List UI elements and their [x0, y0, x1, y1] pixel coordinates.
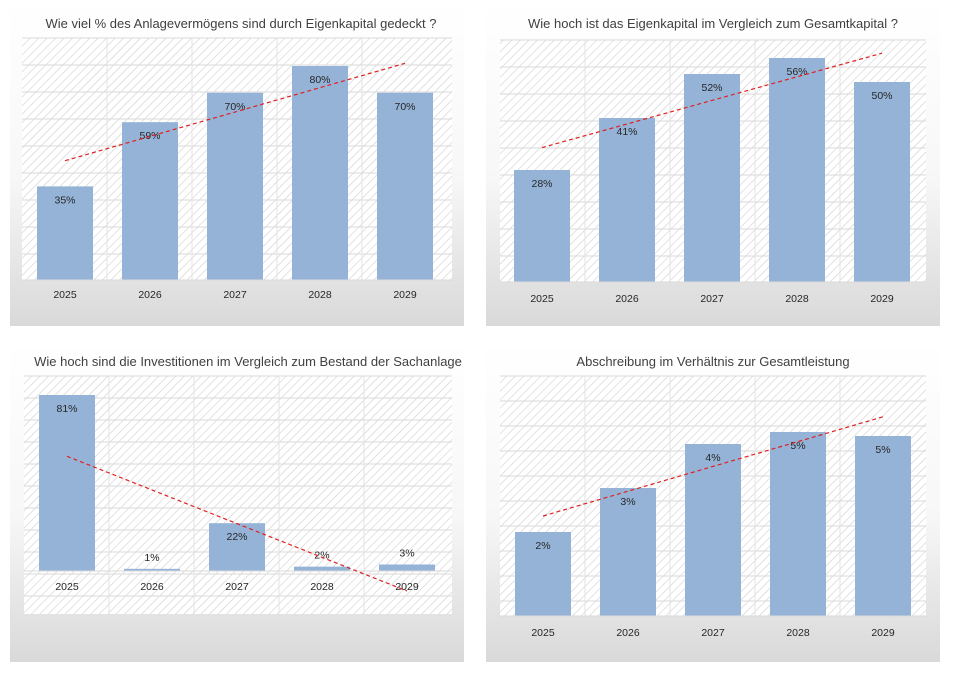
data-label: 35% [54, 194, 75, 206]
chart-panel-4: Abschreibung im Verhältnis zur Gesamtlei… [486, 340, 940, 662]
trendline [66, 455, 408, 592]
x-tick-label: 2028 [310, 581, 334, 593]
x-tick-label: 2027 [701, 627, 725, 639]
x-tick-label: 2029 [870, 293, 894, 305]
bar-2029 [854, 82, 910, 282]
data-label: 3% [399, 547, 414, 559]
bar-2029 [377, 92, 433, 280]
bar-2027 [685, 444, 741, 616]
data-label: 28% [531, 178, 552, 190]
x-tick-label: 2026 [615, 293, 639, 305]
bar-2029 [855, 436, 911, 616]
trendline [64, 62, 406, 162]
data-label: 56% [786, 66, 807, 78]
bar-2025 [514, 170, 570, 282]
bar-2027 [684, 74, 740, 282]
x-tick-label: 2027 [225, 581, 249, 593]
data-label: 41% [616, 126, 637, 138]
bar-2028 [769, 58, 825, 282]
chart-title: Wie viel % des Anlagevermögens sind durc… [46, 16, 437, 31]
x-tick-label: 2025 [53, 289, 77, 301]
data-label: 80% [309, 74, 330, 86]
bar-2026 [124, 568, 180, 571]
x-tick-label: 2029 [393, 289, 417, 301]
chart-panel-3: Wie hoch sind die Investitionen im Vergl… [10, 340, 464, 662]
x-tick-label: 2025 [530, 293, 554, 305]
bar-2025 [37, 186, 93, 280]
bar-2026 [122, 122, 178, 280]
bar-2028 [770, 432, 826, 616]
x-tick-label: 2026 [140, 581, 164, 593]
data-label: 1% [144, 552, 159, 564]
plot-4: 2% 2025 3% 2026 4% 2027 5% 2028 5% 2029 [500, 375, 926, 639]
data-label: 52% [701, 82, 722, 94]
bar-2028 [292, 66, 348, 280]
data-label: 59% [139, 130, 160, 142]
bar-2027 [209, 523, 265, 571]
data-label: 5% [790, 440, 805, 452]
x-tick-label: 2027 [223, 289, 247, 301]
chart-panel-2: Wie hoch ist das Eigenkapital im Verglei… [486, 0, 940, 326]
x-tick-label: 2029 [871, 627, 895, 639]
data-label: 2% [535, 540, 550, 552]
chart-title: Abschreibung im Verhältnis zur Gesamtlei… [576, 354, 849, 369]
x-tick-label: 2026 [616, 627, 640, 639]
x-tick-label: 2029 [395, 581, 419, 593]
bar-2028 [294, 566, 350, 571]
x-tick-label: 2025 [531, 627, 555, 639]
bar-2029 [379, 564, 435, 571]
plot-3: 81% 2025 1% 2026 22% 2027 2% 2028 3% 2029 [24, 375, 452, 614]
bar-2026 [600, 488, 656, 616]
data-label: 81% [56, 403, 77, 415]
plot-1: 35% 2025 59% 2026 70% 2027 80% 2028 70% 2029 [22, 37, 452, 301]
data-label: 3% [620, 496, 635, 508]
trendline [541, 52, 883, 149]
data-label: 5% [875, 444, 890, 456]
x-tick-label: 2028 [308, 289, 332, 301]
data-label: 70% [224, 101, 245, 113]
chart-panel-1: Wie viel % des Anlagevermögens sind durc… [10, 0, 464, 326]
bar-2027 [207, 92, 263, 280]
data-label: 22% [226, 531, 247, 543]
x-tick-label: 2025 [55, 581, 79, 593]
data-label: 50% [871, 90, 892, 102]
bar-2026 [599, 118, 655, 282]
data-label: 70% [394, 101, 415, 113]
x-tick-label: 2028 [785, 293, 809, 305]
trendline [542, 416, 884, 517]
chart-title: Wie hoch sind die Investitionen im Vergl… [34, 354, 462, 369]
x-tick-label: 2026 [138, 289, 162, 301]
plot-2: 28% 2025 41% 2026 52% 2027 56% 2028 50% 2029 [500, 39, 926, 305]
x-tick-label: 2028 [786, 627, 810, 639]
bar-2025 [515, 532, 571, 616]
data-label: 4% [705, 452, 720, 464]
x-tick-label: 2027 [700, 293, 724, 305]
chart-title: Wie hoch ist das Eigenkapital im Verglei… [528, 16, 898, 31]
bar-2025 [39, 395, 95, 571]
data-label: 2% [314, 550, 329, 562]
